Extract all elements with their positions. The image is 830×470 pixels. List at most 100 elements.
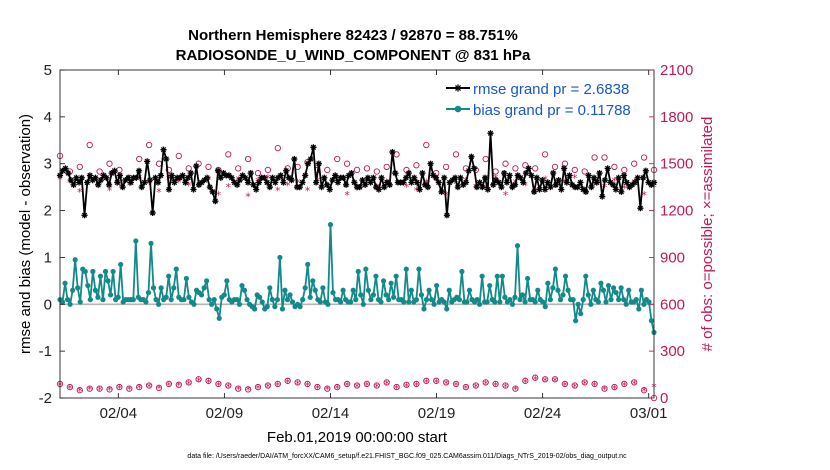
- rmse-point: [577, 179, 584, 186]
- bias-point: [277, 254, 283, 261]
- y-tick-label: -2: [39, 390, 52, 407]
- obs-assimilated-marker: *: [156, 186, 162, 199]
- obs-assimilated-marker: *: [295, 378, 301, 391]
- rmse-point: [323, 181, 331, 188]
- obs-possible-marker: [423, 377, 430, 384]
- rmse-point: [495, 179, 502, 186]
- rmse-point: [520, 179, 527, 186]
- rmse-point: [389, 148, 396, 156]
- bias-point: [590, 287, 596, 293]
- obs-assimilated-marker: *: [503, 189, 509, 202]
- rmse-point: [386, 181, 393, 188]
- rmse-point: [84, 179, 91, 186]
- obs-possible-marker: [145, 382, 153, 389]
- bias-point: [310, 278, 316, 284]
- obs-possible-marker: [581, 168, 588, 175]
- obs-possible-marker: [86, 385, 93, 392]
- obs-assimilated-marker: *: [166, 380, 172, 393]
- x-tick-label: 02/04: [100, 405, 138, 422]
- rmse-point: [75, 179, 83, 186]
- obs-assimilated-marker: *: [364, 380, 370, 393]
- obs-possible-marker: [363, 380, 371, 388]
- y-right-tick-label: 0: [660, 390, 668, 407]
- rmse-point: [154, 179, 162, 186]
- legend-bias-label: bias grand pr = 0.11788: [473, 102, 631, 119]
- rmse-point: [596, 169, 603, 177]
- bias-point: [542, 304, 548, 310]
- rmse-point: [481, 174, 489, 181]
- bias-point: [373, 273, 379, 279]
- obs-possible-marker: [591, 380, 598, 388]
- obs-assimilated-marker: *: [176, 380, 182, 393]
- bias-point: [603, 299, 609, 305]
- rmse-point: [231, 179, 238, 186]
- obs-assimilated-marker: *: [245, 384, 251, 397]
- bias-point: [267, 285, 273, 291]
- rmse-point: [296, 184, 303, 191]
- obs-possible-marker: [254, 383, 262, 391]
- bias-point: [575, 301, 581, 307]
- bias-point: [201, 285, 207, 291]
- rmse-point: [315, 160, 322, 167]
- rmse-point: [217, 174, 224, 181]
- obs-possible-marker: [175, 152, 182, 160]
- obs-assimilated-marker: *: [631, 378, 637, 391]
- obs-possible-marker: [413, 380, 420, 388]
- bias-point: [90, 268, 96, 275]
- rmse-point: [157, 172, 164, 179]
- obs-possible-marker: [502, 382, 509, 389]
- rmse-point: [247, 169, 254, 177]
- bias-point: [522, 299, 528, 305]
- y-right-tick-label: 1200: [660, 203, 693, 220]
- bias-point: [67, 301, 73, 307]
- bias-point: [565, 287, 571, 293]
- rmse-point: [637, 205, 644, 212]
- bias-point: [421, 306, 427, 312]
- bias-point: [289, 299, 296, 305]
- rmse-point: [541, 186, 549, 193]
- obs-possible-marker: [205, 377, 212, 384]
- rmse-point: [204, 174, 211, 181]
- axes: -2 -1 0 1 2 3 4 5 0 300 600 900 1200 1500 1800 2100 02/0…: [39, 62, 694, 422]
- bias-point: [386, 297, 392, 303]
- obs-possible-marker: [195, 376, 202, 383]
- obs-assimilated-marker: *: [523, 180, 529, 193]
- obs-assimilated-marker: *: [612, 383, 618, 396]
- bias-point: [446, 287, 452, 293]
- bias-point: [64, 297, 71, 303]
- rmse-point: [473, 184, 480, 191]
- obs-assimilated-marker: *: [414, 184, 420, 197]
- obs-possible-marker: [383, 379, 390, 386]
- bias-point: [380, 278, 387, 284]
- obs-assimilated-marker: *: [206, 376, 212, 389]
- bias-point: [102, 268, 109, 275]
- rmse-point: [511, 181, 519, 188]
- obs-possible-marker: [522, 162, 529, 169]
- rmse-point: [187, 169, 194, 177]
- bias-point: [155, 301, 162, 307]
- rmse-point: [408, 179, 415, 186]
- obs-possible-marker: [244, 155, 252, 163]
- rmse-point: [517, 174, 524, 181]
- rmse-point: [304, 160, 312, 167]
- bias-point: [62, 280, 68, 286]
- obs-possible-marker: [601, 154, 608, 161]
- bias-point: [257, 294, 263, 300]
- obs-possible-marker: [185, 379, 192, 386]
- obs-assimilated-marker: *: [67, 383, 73, 396]
- obs-assimilated-marker: *: [433, 175, 439, 188]
- rmse-point: [302, 172, 309, 179]
- rmse-point: [471, 165, 478, 172]
- rmse-point: [550, 169, 557, 177]
- rmse-point: [70, 181, 77, 188]
- bias-point: [474, 297, 480, 303]
- rmse-point: [454, 184, 461, 191]
- obs-possible-marker: [611, 163, 618, 170]
- obs-possible-marker: [106, 160, 113, 167]
- bias-point: [512, 294, 518, 300]
- obs-possible-marker: [512, 165, 519, 172]
- rmse-point: [468, 153, 475, 160]
- bias-point: [115, 294, 121, 300]
- plot-background: [60, 70, 654, 398]
- rmse-point: [359, 177, 366, 184]
